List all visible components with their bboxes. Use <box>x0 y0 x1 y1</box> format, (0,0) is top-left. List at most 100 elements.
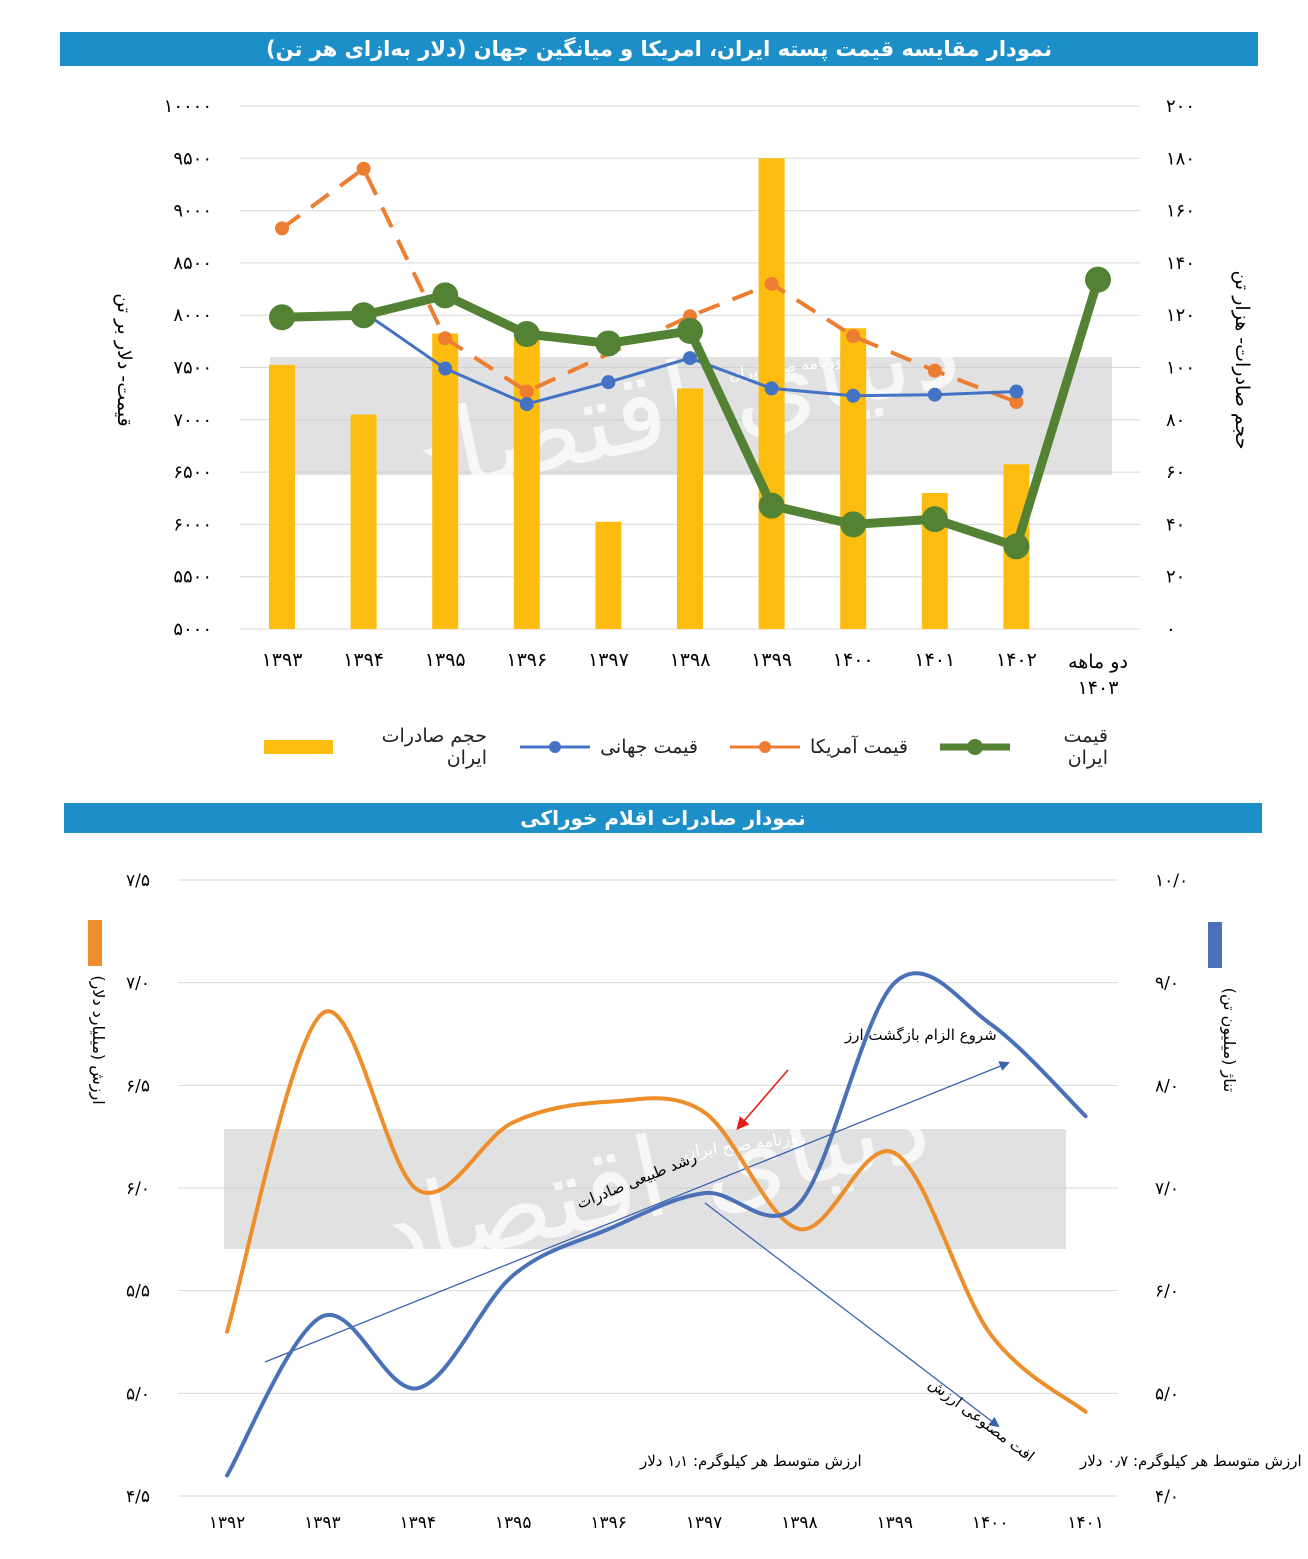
chart2-right-axis-swatch <box>1208 922 1222 968</box>
chart1-left-tick: ۸۵۰۰ <box>173 253 212 274</box>
chart2-x-tick: ۱۳۹۵ <box>495 1513 532 1533</box>
chart2-left-tick: ۵/۰ <box>126 1384 150 1404</box>
chart1-series-point <box>595 330 622 357</box>
chart1-x-tick: ۱۳۹۴ <box>343 649 384 671</box>
chart2-right-tick: ۵/۰ <box>1155 1384 1179 1404</box>
chart1-series-point <box>927 387 942 402</box>
chart1-x-tick: ۱۳۹۷ <box>588 649 629 671</box>
chart1-right-tick: ۲۰ <box>1166 567 1185 588</box>
chart1-x-tick: ۱۳۹۵ <box>425 649 466 671</box>
chart1-right-tick: ۱۴۰ <box>1166 253 1195 274</box>
chart1-series-line <box>281 310 1017 406</box>
chart1-series-point <box>846 388 861 403</box>
chart1-series-line <box>280 166 1018 404</box>
chart1-x-tick: ۱۳۹۸ <box>670 649 711 671</box>
annotation-value-2: ارزش متوسط هر کیلوگرم: ۰٫۷ دلار <box>1079 1452 1302 1470</box>
chart1-series-point <box>921 506 948 533</box>
chart1-bar <box>350 414 377 629</box>
chart1-right-tick: ۱۰۰ <box>1166 358 1195 379</box>
repatriation-arrow <box>736 1069 789 1130</box>
chart1-right-axis-label: حجم صادرات- هزار تن <box>1231 270 1253 449</box>
chart1-series-point <box>519 384 534 399</box>
legend-world-price: قیمت جهانی <box>518 732 698 762</box>
legend-us-price-label: قیمت آمریکا <box>809 736 908 758</box>
legend-iran-price-label: قیمت ایران <box>1063 725 1108 769</box>
chart1-series-point <box>1085 266 1111 293</box>
chart1-series-point <box>601 375 616 390</box>
chart1-bar <box>595 521 622 629</box>
chart1-series-point <box>519 397 534 412</box>
chart1-series-point <box>269 304 295 331</box>
chart2-right-tick: ۸/۰ <box>1155 1076 1179 1096</box>
chart1-series-point <box>1003 533 1030 560</box>
chart1-left-tick: ۹۵۰۰ <box>173 148 212 169</box>
annotation-artificial-decline: افت مصنوعی ارزش <box>925 1375 1038 1466</box>
chart1-x-tick: دو ماهه <box>1068 651 1128 673</box>
chart1-series-point <box>927 363 942 378</box>
chart1-series-point <box>1009 395 1024 410</box>
chart2-tick-labels: ۷/۵ ۱۰/۰ ۷/۰ ۹/۰ ۶/۵ ۸/۰ ۶/۰ ۷/۰ ۵/۵ ۶/۰ ۵/۰ ۵/۰ ۴/۵… <box>126 871 1188 1533</box>
chart2-left-axis-swatch <box>88 920 102 966</box>
chart1-series-point <box>683 351 697 366</box>
chart2-x-tick: ۱۳۹۳ <box>304 1513 341 1533</box>
chart1-series-point <box>764 381 779 396</box>
chart1-series-point <box>764 276 779 291</box>
chart2-x-tick: ۱۳۹۸ <box>781 1513 818 1533</box>
chart2-x-tick: ۱۴۰۱ <box>1067 1513 1104 1533</box>
chart2-x-tick: ۱۳۹۷ <box>686 1513 723 1533</box>
chart1-left-tick: ۶۵۰۰ <box>173 462 212 483</box>
chart2-lines <box>225 971 1088 1478</box>
chart2-right-axis-label: تناژ (میلیون تن) <box>1219 988 1239 1093</box>
chart2-left-tick: ۶/۰ <box>126 1179 150 1199</box>
legend-us-price: قیمت آمریکا <box>728 732 908 762</box>
legend-export-volume: حجم صادرات ایران <box>262 725 487 769</box>
chart2-right-tick: ۷/۰ <box>1155 1179 1179 1199</box>
annotation-value-1: ارزش متوسط هر کیلوگرم: ۱٫۱ دلار <box>639 1452 862 1470</box>
chart2-x-tick: ۱۳۹۶ <box>590 1513 627 1533</box>
legend-export-volume-swatch <box>264 740 334 754</box>
chart1-series-point <box>840 511 867 538</box>
chart2-right-tick: ۴/۰ <box>1155 1487 1179 1507</box>
legend-world-price-label: قیمت جهانی <box>600 736 698 758</box>
chart1-lines <box>269 161 1111 560</box>
chart1-left-tick: ۷۰۰۰ <box>173 410 212 431</box>
chart1-series-point <box>1009 384 1024 399</box>
chart1-right-tick: ۰ <box>1166 619 1176 640</box>
chart1-bar <box>513 338 540 629</box>
chart1-series-point <box>677 317 703 344</box>
chart1-series-point <box>356 161 371 176</box>
chart2-right-tick: ۶/۰ <box>1155 1282 1179 1302</box>
chart1-series-point <box>350 302 377 329</box>
chart2-left-axis-label: ارزش (میلیارد دلار) <box>88 975 108 1104</box>
chart2-x-tick: ۱۳۹۲ <box>209 1513 246 1533</box>
chart1-series-point <box>846 329 861 344</box>
chart1-x-tick: ۱۴۰۲ <box>996 649 1037 671</box>
chart2-annotation-arrows <box>264 1061 1010 1428</box>
chart1-bar <box>840 328 867 629</box>
chart2-x-tick: ۱۳۹۴ <box>400 1513 437 1533</box>
chart1-series-point <box>275 221 289 236</box>
chart1-left-tick: ۵۵۰۰ <box>173 567 212 588</box>
trend-arrow-decline <box>704 1202 1000 1428</box>
chart1-left-axis-label: قیمت- دلار بر تن <box>113 293 135 426</box>
legend-iran-price: قیمت ایران <box>938 725 1108 769</box>
legend-world-price-swatch <box>520 741 591 753</box>
chart1-right-tick: ۱۶۰ <box>1166 201 1195 222</box>
chart1-left-tick: ۷۵۰۰ <box>173 358 212 379</box>
chart1-x-tick: ۱۳۹۶ <box>506 649 547 671</box>
chart2-left-tick: ۷/۰ <box>126 974 150 994</box>
chart2-x-tick: ۱۴۰۰ <box>972 1513 1009 1533</box>
chart2-left-tick: ۴/۵ <box>126 1487 150 1507</box>
chart1-left-tick: ۸۰۰۰ <box>173 305 212 326</box>
chart1-right-tick: ۲۰۰ <box>1166 96 1195 117</box>
chart1-left-tick: ۱۰۰۰۰ <box>164 96 212 117</box>
chart1-series-point <box>438 331 453 346</box>
chart1-right-tick: ۱۲۰ <box>1166 305 1195 326</box>
chart1-x-tick: ۱۴۰۱ <box>914 649 955 671</box>
chart1-right-tick: ۱۸۰ <box>1166 148 1195 169</box>
chart1-right-tick: ۸۰ <box>1166 410 1185 431</box>
chart1-right-tick: ۴۰ <box>1166 514 1185 535</box>
chart1-series-point <box>438 361 453 376</box>
chart1-series-point <box>432 282 459 309</box>
